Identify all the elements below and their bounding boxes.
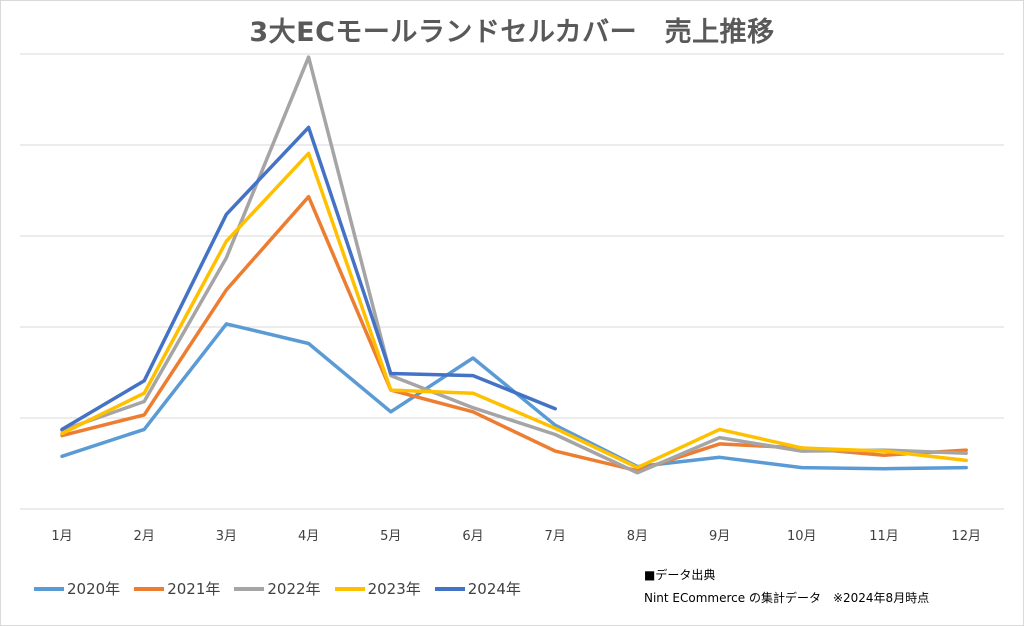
x-tick-label: 9月 (709, 529, 730, 544)
chart-title: 3大ECモールランドセルカバー 売上推移 (249, 17, 775, 48)
legend-label: 2023年 (367, 580, 421, 598)
x-tick-label: 3月 (216, 529, 237, 544)
x-tick-label: 1月 (51, 529, 72, 544)
legend-label: 2020年 (67, 580, 121, 598)
legend-swatch (334, 586, 365, 591)
source-note: Nint ECommerce の集計データ ※2024年8月時点 (644, 591, 930, 605)
x-tick-label: 6月 (462, 529, 483, 544)
legend-swatch (34, 586, 64, 591)
legend-label: 2021年 (167, 580, 221, 598)
series-line-2 (60, 55, 968, 475)
gridlines (20, 53, 1004, 510)
legend-item-4: 2024年 (434, 578, 521, 599)
legend-item-1: 2021年 (134, 578, 220, 599)
x-tick-label: 10月 (787, 529, 817, 544)
legend-label: 2022年 (267, 580, 321, 598)
series-line-3 (60, 151, 968, 470)
legend-swatch (234, 586, 265, 591)
x-tick-label: 11月 (869, 529, 899, 544)
series-line-0 (60, 322, 968, 471)
legend-swatch (434, 586, 465, 591)
x-axis-tick-labels: 1月 2月 3月 4月 5月 6月 7月 8月 9月 10月 11月 12月 (51, 529, 981, 544)
source-heading: ■データ出典 (644, 568, 716, 582)
x-tick-label: 2月 (134, 529, 155, 544)
legend-label: 2024年 (467, 580, 521, 598)
legend-item-3: 2023年 (334, 578, 421, 599)
x-tick-label: 7月 (545, 529, 566, 544)
series-lines (60, 55, 968, 475)
x-tick-label: 5月 (380, 529, 401, 544)
legend: 2020年 2021年 2022年 2023年 2024年 (34, 578, 535, 599)
legend-swatch (134, 586, 165, 591)
legend-item-0: 2020年 (34, 578, 120, 599)
series-line-1 (60, 194, 968, 473)
legend-item-2: 2022年 (234, 578, 321, 599)
x-tick-label: 12月 (951, 529, 981, 544)
x-tick-label: 4月 (298, 529, 319, 544)
series-line-4 (60, 125, 557, 432)
x-tick-label: 8月 (627, 529, 648, 544)
